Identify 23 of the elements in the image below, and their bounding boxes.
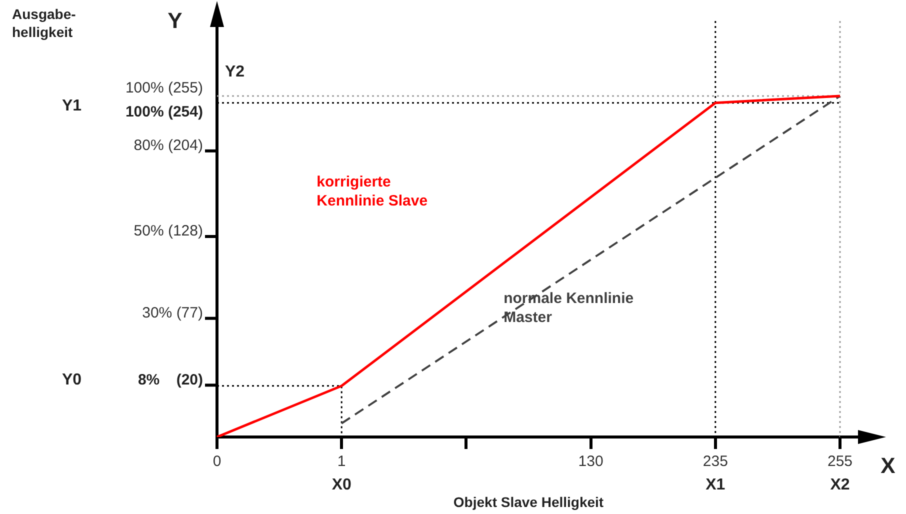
text: 100% (255)	[125, 80, 203, 97]
text: Y0	[62, 372, 82, 389]
x-axis-title: Objekt Slave Helligkeit	[453, 494, 604, 510]
x-tick-label: 130	[578, 453, 604, 470]
text: Y1	[62, 97, 82, 114]
text: Y2	[225, 63, 245, 80]
text: X	[880, 453, 896, 478]
text: 80% (204)	[134, 137, 203, 154]
x-tick-label: 235	[702, 453, 728, 470]
text: 100% (254)	[125, 103, 203, 120]
x-tick-label: 255	[827, 453, 853, 470]
series-label: normale Kennlinie Master	[504, 290, 634, 326]
x-tick-label: 0	[212, 453, 222, 470]
text: korrigierte Kennlinie Slave	[316, 174, 428, 210]
text: 30% (77)	[142, 304, 203, 322]
x-tick-label: 1	[337, 453, 346, 470]
text: 8% (20)	[138, 371, 203, 388]
text: Y	[168, 8, 183, 34]
text: 50% (128)	[134, 222, 203, 240]
text: X1	[706, 476, 726, 494]
text: X0	[332, 476, 352, 494]
text: X2	[830, 476, 850, 494]
text: Ausgabe- helligkeit	[12, 6, 76, 40]
